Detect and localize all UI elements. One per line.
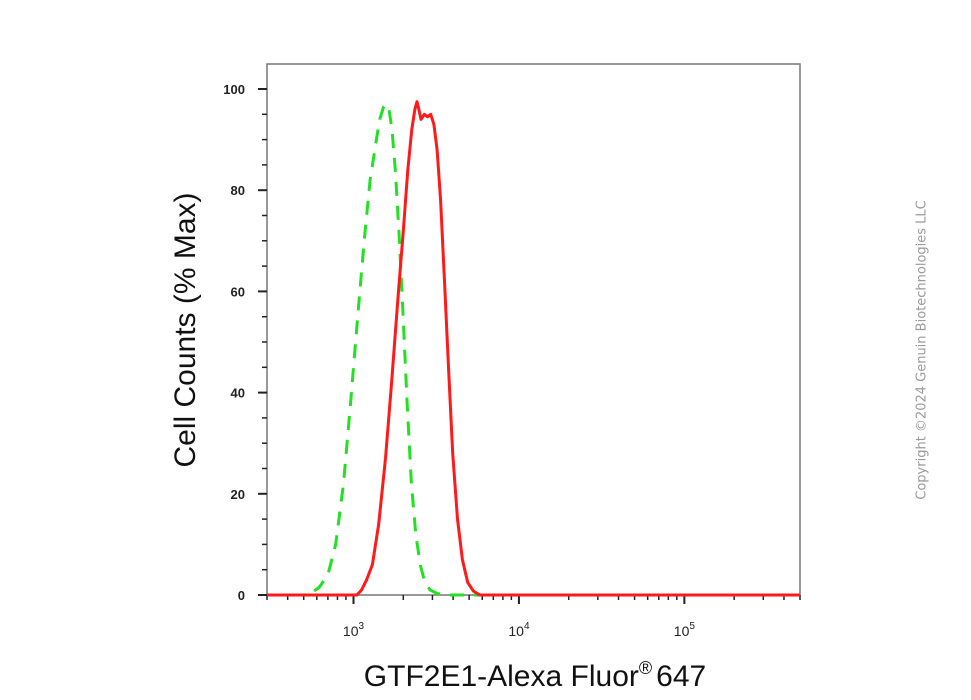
control-histogram-line [267, 102, 800, 597]
registered-mark: ® [639, 658, 652, 678]
y-axis-label: Cell Counts (% Max) [169, 192, 202, 467]
y-tick-label: 60 [231, 284, 245, 299]
sample-histogram-line [267, 100, 800, 597]
x-tick-label: 105 [674, 621, 696, 639]
copyright-watermark: Copyright ©2024 Genuin Biotechnologies L… [914, 200, 930, 500]
x-axis-label-suffix: 647 [656, 660, 706, 693]
x-tick-label: 104 [508, 621, 530, 639]
x-tick-label: 103 [343, 621, 365, 639]
y-tick-label: 20 [231, 487, 245, 502]
x-axis-label-main: GTF2E1-Alexa Fluor [364, 660, 639, 693]
y-axis: 0 20 40 60 80 100 [223, 82, 267, 603]
y-tick-label: 40 [231, 386, 245, 401]
y-tick-label: 0 [238, 588, 245, 603]
x-axis: 103 104 105 [266, 595, 801, 639]
plot-frame [266, 63, 801, 596]
x-axis-label: GTF2E1-Alexa Fluor® 647 [364, 658, 706, 693]
y-tick-label: 80 [231, 183, 245, 198]
y-tick-label: 100 [223, 82, 245, 97]
series-layer [267, 100, 800, 597]
